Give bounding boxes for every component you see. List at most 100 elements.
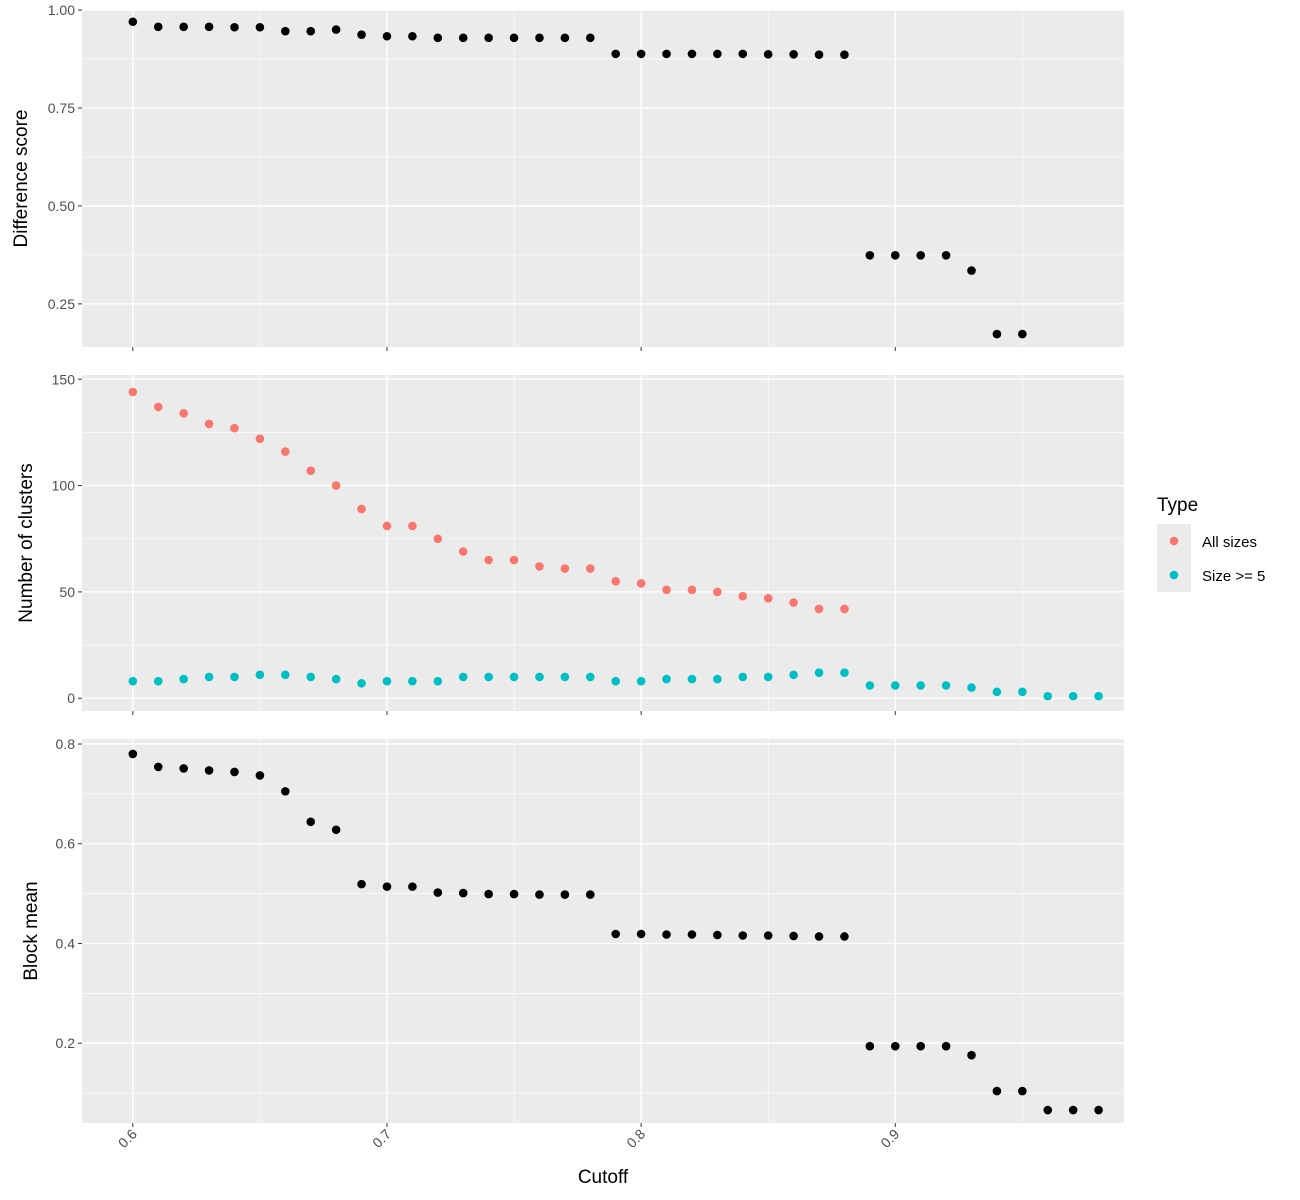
- data-point: [687, 585, 697, 595]
- data-point: [865, 681, 875, 690]
- data-point: [789, 670, 798, 680]
- data-point: [509, 672, 519, 682]
- y-tick-label: 100: [52, 478, 76, 494]
- data-point: [636, 49, 646, 59]
- data-point: [992, 687, 1002, 697]
- data-point: [382, 521, 392, 531]
- data-point: [281, 447, 290, 456]
- data-point: [484, 555, 493, 565]
- data-point: [357, 30, 366, 39]
- data-point: [662, 930, 671, 939]
- data-point: [153, 22, 163, 32]
- data-point: [560, 564, 570, 573]
- data-point: [916, 1041, 925, 1051]
- data-point: [1043, 1105, 1053, 1115]
- data-point: [509, 33, 519, 43]
- y-tick-label: 0.2: [56, 1035, 76, 1051]
- data-point: [789, 598, 798, 607]
- data-point: [408, 882, 417, 891]
- data-point: [153, 402, 163, 412]
- data-point: [713, 930, 722, 940]
- data-point: [230, 767, 239, 777]
- data-point: [763, 49, 773, 59]
- panels-layer: 0.25 0.50 0.75 1.00 Difference score 0 50 100 15…: [11, 2, 1124, 1151]
- data-point: [789, 931, 798, 941]
- y-axis-title: Block mean: [21, 881, 42, 980]
- data-point: [941, 1041, 951, 1051]
- data-point: [458, 672, 468, 682]
- data-point: [687, 674, 697, 684]
- data-point: [1068, 691, 1078, 701]
- data-point: [763, 672, 773, 682]
- data-point: [560, 890, 570, 899]
- data-point: [738, 49, 748, 59]
- data-point: [662, 585, 671, 595]
- y-tick-label: 0.8: [56, 736, 76, 752]
- data-point: [255, 670, 265, 680]
- data-point: [331, 25, 341, 34]
- data-point: [713, 587, 722, 597]
- data-point: [179, 22, 188, 32]
- data-point: [255, 434, 265, 444]
- data-point: [281, 26, 290, 36]
- series-clusters-0: [128, 387, 849, 614]
- data-point: [433, 676, 443, 686]
- x-tick-label: 0.9: [877, 1126, 902, 1151]
- data-point: [890, 681, 900, 690]
- data-point: [840, 50, 849, 59]
- panel-difference: 0.25 0.50 0.75 1.00 Difference score: [11, 2, 1124, 351]
- data-point: [763, 931, 773, 940]
- data-point: [967, 266, 976, 275]
- data-point: [916, 251, 925, 260]
- data-point: [713, 49, 722, 59]
- data-point: [128, 676, 138, 686]
- panel-background: [82, 739, 1124, 1123]
- data-point: [204, 766, 214, 775]
- data-point: [560, 672, 570, 682]
- data-point: [382, 882, 392, 891]
- data-point: [1018, 687, 1027, 697]
- data-point: [840, 668, 849, 678]
- data-point: [306, 672, 316, 682]
- data-point: [255, 22, 265, 32]
- y-tick-label: 1.00: [48, 2, 75, 18]
- legend-dot-all-sizes: [1169, 536, 1179, 546]
- data-point: [890, 1041, 900, 1051]
- data-point: [992, 329, 1002, 339]
- legend-title: Type: [1157, 495, 1198, 516]
- data-point: [814, 668, 824, 678]
- data-point: [941, 681, 951, 690]
- y-axis-title: Difference score: [11, 110, 32, 248]
- data-point: [408, 521, 417, 531]
- data-point: [1094, 1105, 1103, 1115]
- y-tick-label: 50: [59, 584, 75, 600]
- data-point: [484, 33, 493, 43]
- data-point: [992, 1086, 1002, 1096]
- data-point: [840, 604, 849, 614]
- data-point: [255, 771, 265, 780]
- data-point: [636, 929, 646, 939]
- legend: Type All sizes Size >= 5: [1157, 495, 1265, 592]
- data-point: [357, 879, 366, 889]
- y-tick-label: 0.50: [48, 198, 75, 214]
- data-point: [814, 932, 824, 941]
- data-point: [865, 251, 875, 260]
- y-tick-label: 0.25: [48, 296, 75, 312]
- data-point: [840, 932, 849, 941]
- data-point: [865, 1041, 875, 1051]
- data-point: [585, 564, 595, 573]
- data-point: [331, 674, 341, 684]
- data-point: [458, 888, 468, 898]
- data-point: [535, 672, 544, 682]
- data-point: [433, 888, 443, 897]
- data-point: [179, 408, 188, 418]
- data-point: [611, 576, 621, 586]
- panel-background: [82, 375, 1124, 711]
- series-difference-0: [128, 17, 1027, 339]
- data-point: [611, 676, 621, 686]
- data-point: [382, 31, 392, 41]
- data-point: [204, 672, 214, 682]
- y-tick-label: 0.75: [48, 100, 75, 116]
- x-tick-label: 0.8: [623, 1126, 648, 1151]
- data-point: [763, 593, 773, 603]
